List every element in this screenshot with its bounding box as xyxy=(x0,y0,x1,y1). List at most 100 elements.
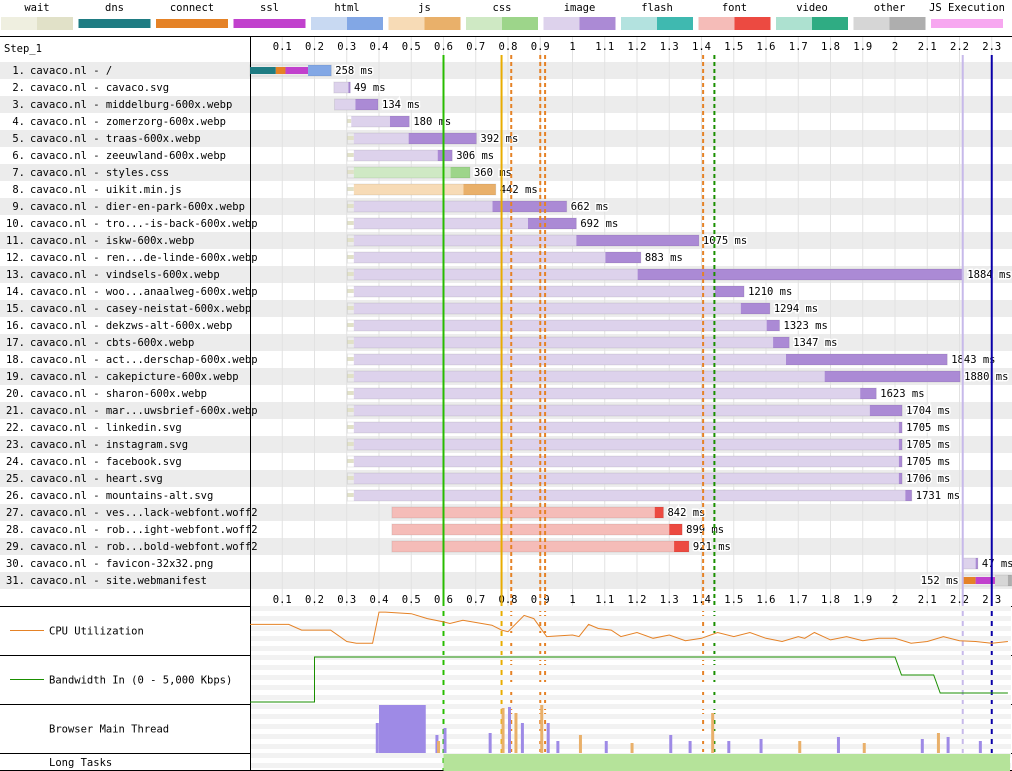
request-number: 26. xyxy=(6,490,25,502)
tick-label-top: 0.5 xyxy=(402,41,421,53)
tick-label-top: 0.8 xyxy=(499,41,518,53)
legend-swatch-dark xyxy=(502,17,538,30)
legend-item: wait xyxy=(1,2,73,30)
request-row: 3. cavaco.nl - middelburg-600x.webp 134 ms xyxy=(12,98,421,113)
bar-download xyxy=(492,201,567,212)
request-label: cavaco.nl - heart.svg xyxy=(30,473,163,485)
bar-ttfb xyxy=(353,167,451,178)
legend-label: js xyxy=(418,2,431,14)
bar-ttfb xyxy=(391,524,670,535)
request-number: 24. xyxy=(6,456,25,468)
bar-ttfb xyxy=(353,201,493,212)
tick-label-bottom: 2.1 xyxy=(918,594,937,606)
legend-item: flash xyxy=(621,2,693,30)
main-thread-spike xyxy=(978,741,982,753)
bar-download xyxy=(463,184,496,195)
legend-label: ssl xyxy=(260,2,279,14)
request-row: 15. cavaco.nl - casey-neistat-600x.webp 12… xyxy=(6,302,820,317)
main-thread-spike xyxy=(920,739,924,753)
bar-download xyxy=(654,507,664,518)
main-thread-spike xyxy=(546,723,550,753)
request-label: cavaco.nl - act...derschap-600x.webp xyxy=(30,354,258,366)
legend-swatch-light xyxy=(388,17,425,30)
tick-label-top: 0.2 xyxy=(305,41,324,53)
bar-download xyxy=(766,320,780,331)
request-row: 13. cavaco.nl - vindsels-600x.webp 1884 ms xyxy=(6,268,1012,283)
request-time: 1731 ms xyxy=(916,490,960,502)
panel-stripe xyxy=(251,665,1011,670)
legend-label: image xyxy=(564,2,596,14)
legend-label: JS Execution xyxy=(929,2,1005,14)
request-time: 49 ms xyxy=(354,82,386,94)
request-time: 47 ms xyxy=(982,558,1012,570)
tick-label-top: 0.9 xyxy=(531,41,550,53)
bar-download xyxy=(355,99,379,110)
request-label: cavaco.nl - cavaco.svg xyxy=(30,82,169,94)
request-number: 4. xyxy=(12,116,25,128)
bar-wait xyxy=(347,408,354,412)
request-time: 134 ms xyxy=(382,99,420,111)
panel-stripe xyxy=(251,695,1011,700)
bar-outline xyxy=(346,234,700,247)
bar-ssl xyxy=(975,577,995,584)
main-thread-spike xyxy=(836,737,840,753)
request-time: 258 ms xyxy=(335,65,373,77)
tick-label-bottom: 0.7 xyxy=(466,594,485,606)
bar-wait xyxy=(347,289,354,293)
tick-label-bottom: 1.5 xyxy=(724,594,743,606)
bar-connect xyxy=(275,67,286,74)
main-thread-spike xyxy=(437,741,441,753)
panel-stripe xyxy=(251,704,1011,709)
request-row: 12. cavaco.nl - ren...de-linde-600x.webp 8… xyxy=(6,251,684,266)
bar-wait xyxy=(347,255,354,259)
request-row: 16. cavaco.nl - dekzws-alt-600x.webp 1323 … xyxy=(6,319,829,334)
bar-ttfb xyxy=(353,218,528,229)
legend-swatch-light xyxy=(543,17,580,30)
bar-outline xyxy=(346,132,477,145)
main-thread-spike xyxy=(604,741,608,753)
legend-item: html xyxy=(311,2,383,30)
legend-item: ssl xyxy=(233,2,306,28)
legend-label: video xyxy=(796,2,828,14)
tick-label-top: 0.3 xyxy=(337,41,356,53)
request-label: cavaco.nl - zeeuwland-600x.webp xyxy=(30,150,226,162)
timing-markers xyxy=(442,55,993,771)
request-row: 26. cavaco.nl - mountains-alt.svg 1731 ms xyxy=(6,489,962,504)
request-number: 1. xyxy=(12,65,25,77)
tick-label-top: 0.6 xyxy=(434,41,453,53)
request-number: 23. xyxy=(6,439,25,451)
tick-label-bottom: 0.5 xyxy=(402,594,421,606)
tick-label-top: 0.7 xyxy=(466,41,485,53)
legend-label: html xyxy=(334,2,359,14)
request-time: 1347 ms xyxy=(793,337,837,349)
request-time: 1704 ms xyxy=(906,405,950,417)
bar-download xyxy=(450,167,470,178)
bandwidth-panel: Bandwidth In (0 - 5,000 Kbps) xyxy=(0,655,1012,700)
main-thread-spike xyxy=(862,743,866,753)
tick-label-top: 0.1 xyxy=(273,41,292,53)
bar-outline xyxy=(333,81,351,94)
bar-wait xyxy=(347,357,354,361)
request-label: cavaco.nl - dier-en-park-600x.webp xyxy=(30,201,245,213)
request-row: 10. cavaco.nl - tro...-is-back-600x.webp 6… xyxy=(6,217,620,232)
request-label: cavaco.nl - favicon-32x32.png xyxy=(30,558,213,570)
bar-ttfb xyxy=(353,150,438,161)
bar-ttfb xyxy=(353,303,741,314)
tick-label-top: 1.1 xyxy=(595,41,614,53)
request-row: 20. cavaco.nl - sharon-600x.webp 1623 ms xyxy=(6,387,926,402)
row-stripe xyxy=(0,96,1012,113)
main-thread-spike xyxy=(759,739,763,753)
legend-label: flash xyxy=(641,2,673,14)
request-row: 14. cavaco.nl - woo...anaalweg-600x.webp 1… xyxy=(6,285,794,300)
legend-swatch-dark xyxy=(812,17,848,30)
tick-label-bottom: 0.4 xyxy=(370,594,389,606)
tick-label-top: 1.8 xyxy=(821,41,840,53)
bar-outline xyxy=(346,251,642,264)
bar-wait xyxy=(347,425,354,429)
request-row: 8. cavaco.nl - uikit.min.js 442 ms xyxy=(12,183,539,198)
bar-wait xyxy=(347,476,354,480)
legend-swatch-light xyxy=(776,17,812,30)
request-number: 6. xyxy=(12,150,25,162)
tick-label-bottom: 1.4 xyxy=(692,594,711,606)
main-thread-spike xyxy=(556,741,560,753)
